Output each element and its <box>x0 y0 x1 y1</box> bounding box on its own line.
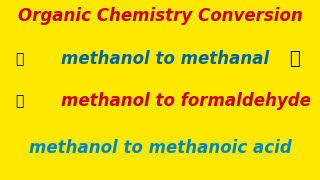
Text: Organic Chemistry Conversion: Organic Chemistry Conversion <box>18 7 302 25</box>
Text: 🧠: 🧠 <box>289 50 300 68</box>
Text: methanol to methanoic acid: methanol to methanoic acid <box>28 139 292 157</box>
Text: methanol to formaldehyde: methanol to formaldehyde <box>61 92 311 110</box>
Text: 🐆️: 🐆️ <box>16 94 24 108</box>
Text: 🐆️: 🐆️ <box>16 52 24 66</box>
Text: methanol to methanal: methanol to methanal <box>61 50 269 68</box>
